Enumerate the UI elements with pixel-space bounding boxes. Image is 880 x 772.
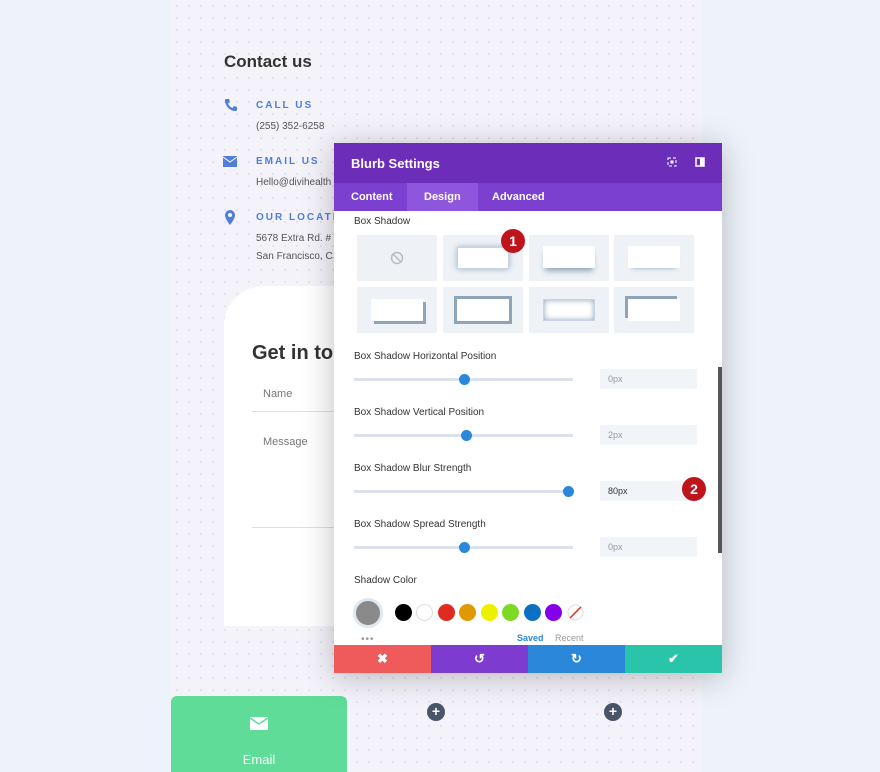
contact-label: OUR LOCATIO — [256, 212, 348, 223]
contact-text: San Francisco, C — [256, 251, 333, 262]
slider-label: Box Shadow Blur Strength — [354, 463, 472, 474]
more-dots[interactable]: ••• — [361, 634, 375, 645]
contact-text: Hello@divihealth — [256, 177, 332, 188]
color-swatch[interactable] — [395, 604, 412, 621]
shadow-option[interactable] — [529, 287, 609, 333]
mail-icon — [250, 717, 268, 730]
slider-label: Box Shadow Spread Strength — [354, 519, 486, 530]
section-label: Shadow Color — [354, 575, 417, 586]
email-card[interactable] — [171, 696, 347, 772]
shadow-option[interactable] — [357, 235, 437, 281]
contact-text: (255) 352-6258 — [256, 121, 325, 132]
contact-label: EMAIL US — [256, 156, 320, 167]
expand-icon[interactable] — [667, 157, 677, 167]
slider-track[interactable] — [354, 374, 573, 385]
field-line — [252, 527, 342, 528]
tab[interactable]: Content — [351, 191, 393, 203]
tab-bar — [334, 183, 722, 211]
redo-button[interactable]: ↻ — [528, 645, 625, 673]
color-swatch[interactable] — [438, 604, 455, 621]
contact-title: Contact us — [224, 52, 312, 71]
contact-label: CALL US — [256, 100, 314, 111]
color-swatch[interactable] — [545, 604, 562, 621]
form-title: Get in to — [252, 342, 334, 364]
step-badge: 1 — [501, 229, 525, 253]
color-tab[interactable]: Saved — [517, 633, 544, 643]
settings-modal: Blurb Settings Content Design Advanced B… — [334, 143, 722, 673]
email-card-label: Email — [242, 752, 276, 767]
color-swatch[interactable] — [524, 604, 541, 621]
add-button[interactable]: + — [427, 703, 445, 721]
tab-active[interactable]: Design — [407, 183, 478, 211]
color-swatch[interactable] — [459, 604, 476, 621]
phone-icon — [225, 99, 237, 111]
color-picker[interactable] — [353, 598, 383, 628]
undo-button[interactable]: ↺ — [431, 645, 528, 673]
tab[interactable]: Advanced — [492, 191, 545, 203]
slider-track[interactable] — [354, 486, 574, 497]
add-button[interactable]: + — [604, 703, 622, 721]
shadow-option[interactable] — [443, 287, 523, 333]
mail-icon — [223, 156, 237, 167]
slider-label: Box Shadow Vertical Position — [354, 407, 485, 418]
shadow-option[interactable] — [529, 235, 609, 281]
slider-track[interactable] — [354, 430, 573, 441]
sidebar-icon[interactable] — [695, 157, 705, 167]
slider-track[interactable] — [354, 542, 573, 553]
shadow-option[interactable] — [357, 287, 437, 333]
step-badge: 2 — [682, 477, 706, 501]
location-icon — [225, 210, 235, 225]
color-swatch[interactable] — [416, 604, 433, 621]
color-swatch[interactable] — [567, 604, 584, 621]
modal-title: Blurb Settings — [351, 156, 440, 171]
field-line — [252, 411, 342, 412]
slider-input[interactable]: 80px — [600, 481, 697, 501]
contact-text: 5678 Extra Rd. # — [256, 233, 332, 244]
color-swatch[interactable] — [502, 604, 519, 621]
shadow-option[interactable] — [614, 287, 694, 333]
section-label: Box Shadow — [354, 216, 411, 227]
modal-header — [334, 143, 722, 183]
color-swatch[interactable] — [481, 604, 498, 621]
field-label[interactable]: Name — [263, 388, 293, 400]
cancel-button[interactable]: ✖ — [334, 645, 431, 673]
shadow-option[interactable] — [614, 235, 694, 281]
scrollbar[interactable] — [718, 367, 722, 553]
slider-label: Box Shadow Horizontal Position — [354, 351, 497, 362]
slider-input[interactable]: 0px — [600, 537, 697, 557]
field-label[interactable]: Message — [263, 436, 308, 448]
color-tab[interactable]: Recent — [555, 633, 584, 643]
slider-input[interactable]: 2px — [600, 425, 697, 445]
slider-input[interactable]: 0px — [600, 369, 697, 389]
save-button[interactable]: ✔ — [625, 645, 722, 673]
